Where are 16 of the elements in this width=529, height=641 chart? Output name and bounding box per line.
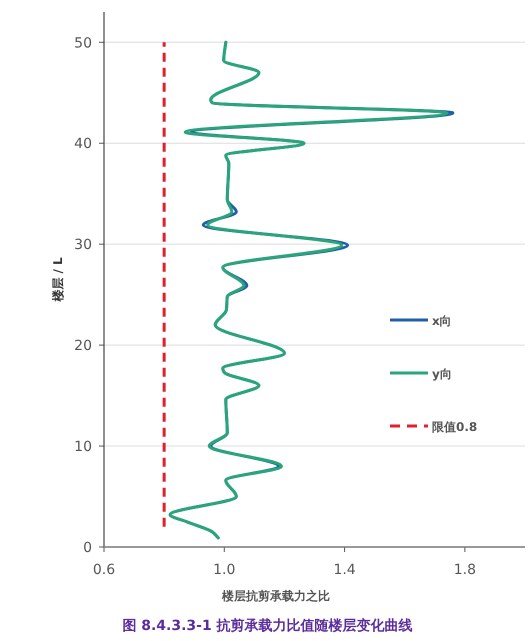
caption: 图 8.4.3.3-1 抗剪承载力比值随楼层变化曲线 <box>122 617 413 634</box>
x-tick-label: 1.4 <box>333 562 356 578</box>
legend-label: x向 <box>432 314 452 328</box>
y-tick-label: 30 <box>74 237 92 254</box>
y-axis-title: 楼层 / L <box>51 256 65 303</box>
x-tick-label: 0.6 <box>92 562 116 578</box>
x-tick-label: 1.8 <box>454 562 476 578</box>
y-tick-label: 40 <box>74 136 92 152</box>
legend-label: y向 <box>432 367 452 381</box>
y-tick-label: 10 <box>74 439 92 456</box>
x-axis-title: 楼层抗剪承载力之比 <box>221 589 330 603</box>
y-tick-label: 0 <box>83 540 92 556</box>
y-tick-label: 50 <box>74 35 92 52</box>
legend-label: 限值0.8 <box>432 420 478 434</box>
y-tick-label: 20 <box>74 338 92 354</box>
x-tick-label: 1.0 <box>213 562 236 578</box>
